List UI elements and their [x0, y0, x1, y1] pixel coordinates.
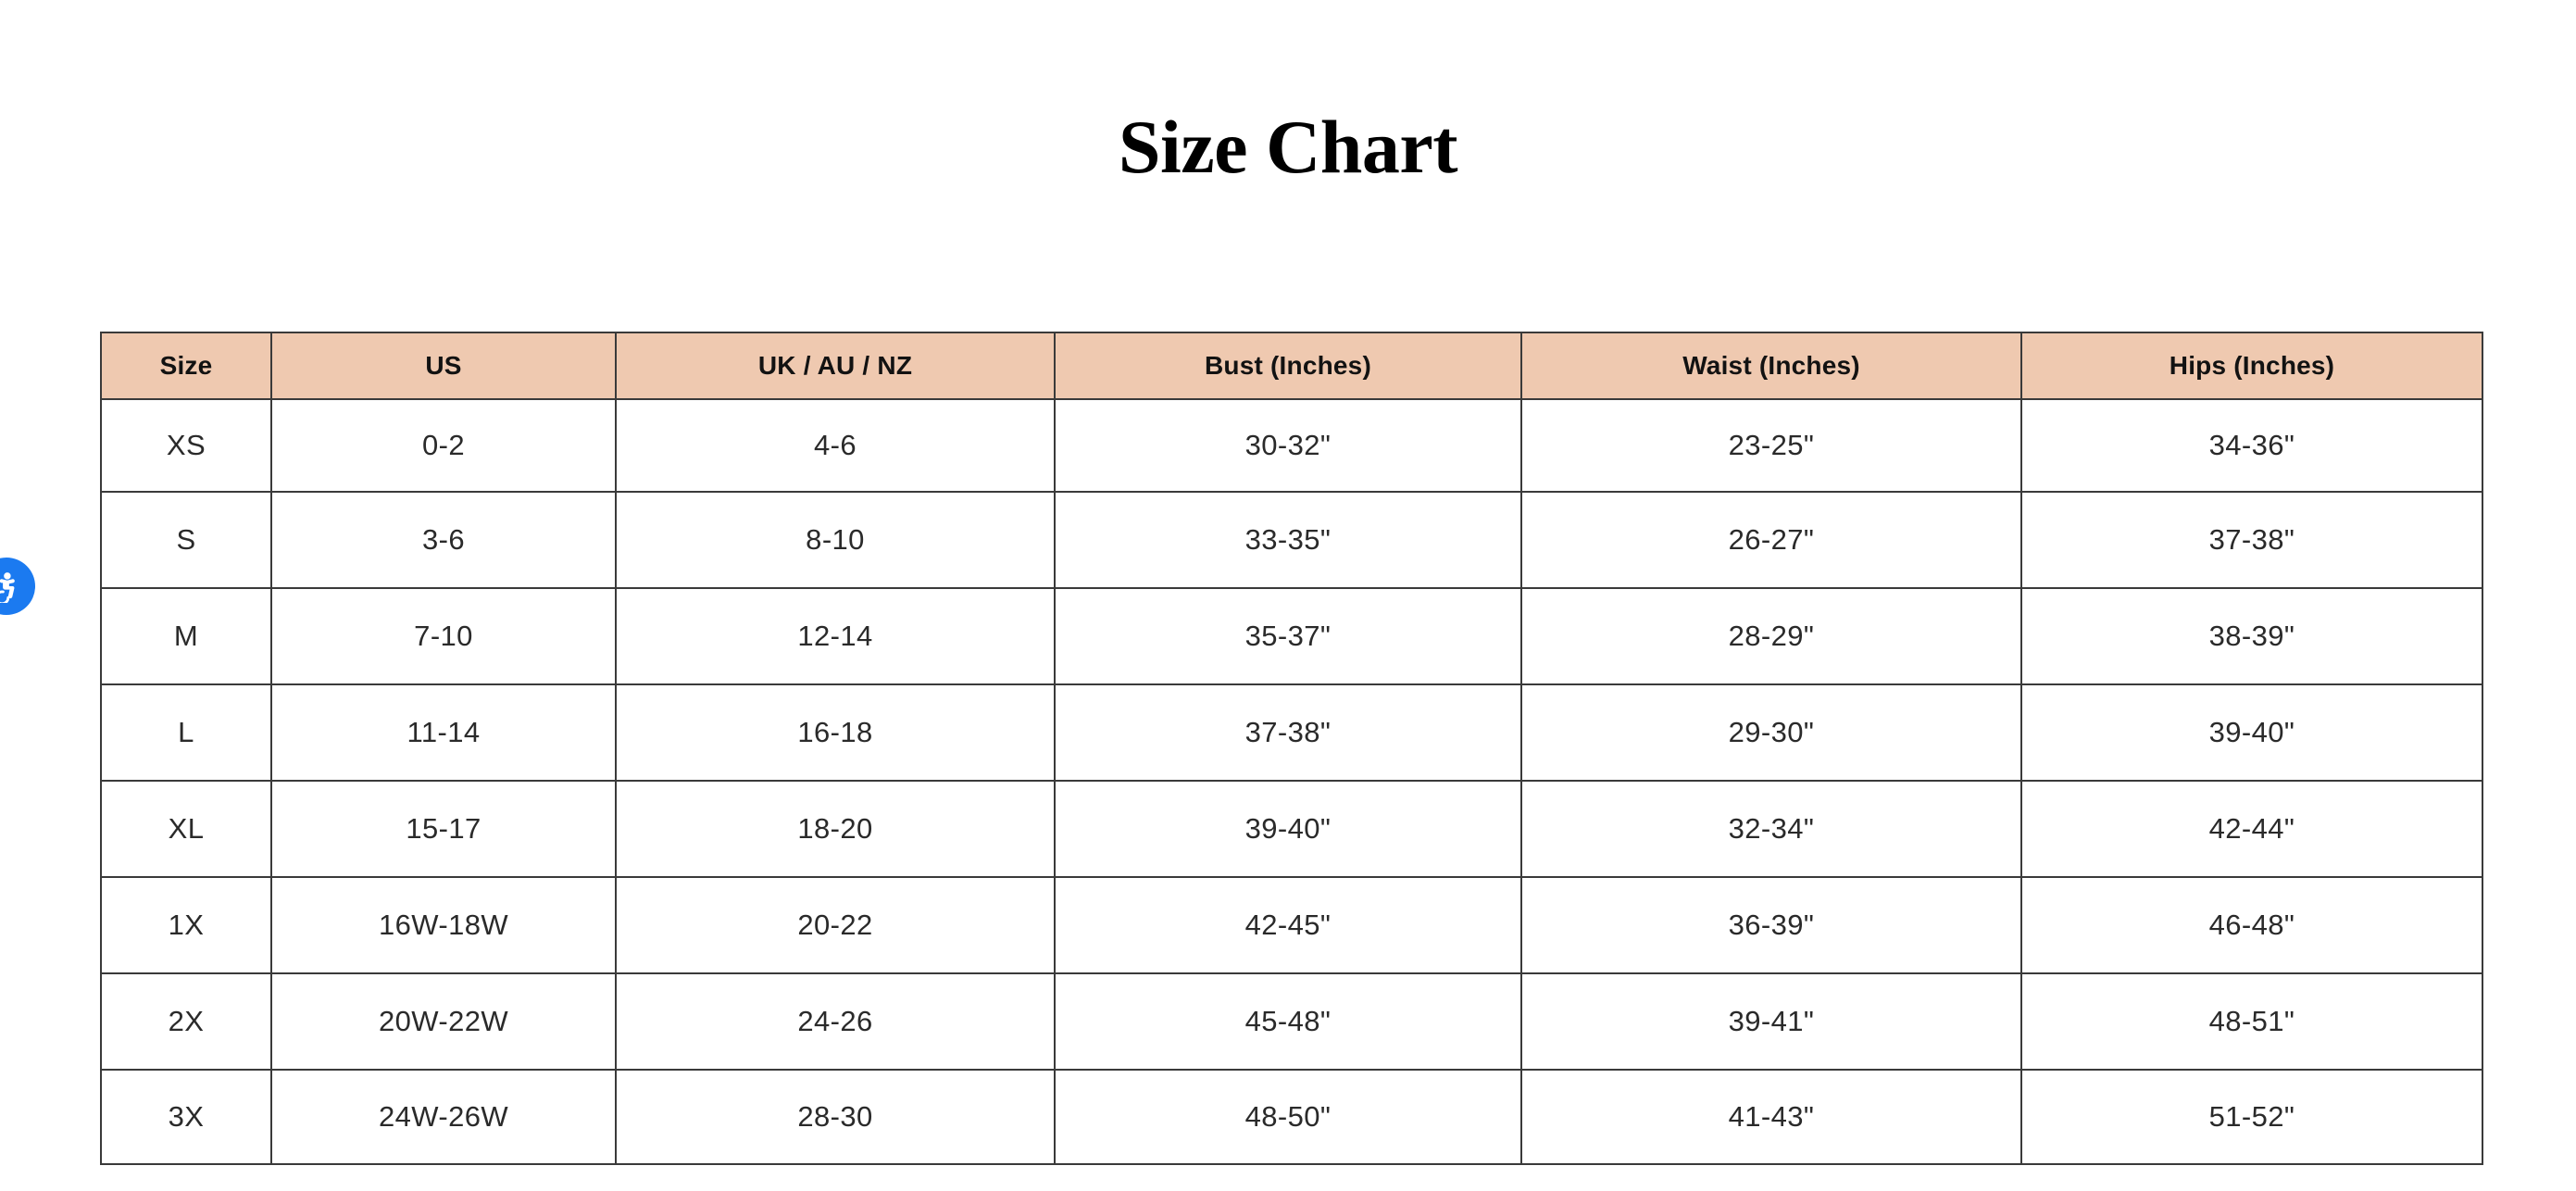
cell-size: XL	[100, 780, 272, 878]
table-row: 2X 20W-22W 24-26 45-48" 39-41" 48-51"	[100, 972, 2483, 1071]
cell-hips: 46-48"	[2020, 876, 2483, 974]
cell-uk: 12-14	[615, 587, 1056, 685]
cell-uk: 28-30	[615, 1069, 1056, 1165]
accessibility-icon	[0, 570, 23, 603]
cell-bust: 37-38"	[1054, 683, 1522, 782]
cell-hips: 38-39"	[2020, 587, 2483, 685]
cell-uk: 18-20	[615, 780, 1056, 878]
column-header-bust: Bust (Inches)	[1054, 332, 1522, 400]
cell-us: 7-10	[270, 587, 617, 685]
table-row: S 3-6 8-10 33-35" 26-27" 37-38"	[100, 491, 2483, 589]
table-header-row: Size US UK / AU / NZ Bust (Inches) Waist…	[100, 332, 2483, 400]
size-chart-container: Size US UK / AU / NZ Bust (Inches) Waist…	[100, 332, 2483, 1165]
cell-bust: 48-50"	[1054, 1069, 1522, 1165]
cell-hips: 48-51"	[2020, 972, 2483, 1071]
cell-uk: 20-22	[615, 876, 1056, 974]
cell-waist: 32-34"	[1520, 780, 2022, 878]
cell-us: 24W-26W	[270, 1069, 617, 1165]
cell-bust: 35-37"	[1054, 587, 1522, 685]
cell-us: 16W-18W	[270, 876, 617, 974]
cell-hips: 34-36"	[2020, 398, 2483, 493]
table-row: L 11-14 16-18 37-38" 29-30" 39-40"	[100, 683, 2483, 782]
cell-size: XS	[100, 398, 272, 493]
column-header-hips: Hips (Inches)	[2020, 332, 2483, 400]
accessibility-widget-button[interactable]	[0, 558, 35, 615]
cell-uk: 8-10	[615, 491, 1056, 589]
table-row: 1X 16W-18W 20-22 42-45" 36-39" 46-48"	[100, 876, 2483, 974]
cell-us: 0-2	[270, 398, 617, 493]
column-header-us: US	[270, 332, 617, 400]
cell-waist: 41-43"	[1520, 1069, 2022, 1165]
table-row: XS 0-2 4-6 30-32" 23-25" 34-36"	[100, 398, 2483, 493]
cell-waist: 36-39"	[1520, 876, 2022, 974]
cell-uk: 24-26	[615, 972, 1056, 1071]
cell-size: S	[100, 491, 272, 589]
table-body: XS 0-2 4-6 30-32" 23-25" 34-36" S 3-6 8-…	[100, 398, 2483, 1165]
column-header-waist: Waist (Inches)	[1520, 332, 2022, 400]
cell-bust: 45-48"	[1054, 972, 1522, 1071]
cell-size: L	[100, 683, 272, 782]
cell-us: 3-6	[270, 491, 617, 589]
table-row: 3X 24W-26W 28-30 48-50" 41-43" 51-52"	[100, 1069, 2483, 1165]
cell-hips: 37-38"	[2020, 491, 2483, 589]
cell-size: 1X	[100, 876, 272, 974]
column-header-size: Size	[100, 332, 272, 400]
table-header: Size US UK / AU / NZ Bust (Inches) Waist…	[100, 332, 2483, 400]
column-header-uk-au-nz: UK / AU / NZ	[615, 332, 1056, 400]
cell-bust: 39-40"	[1054, 780, 1522, 878]
cell-uk: 4-6	[615, 398, 1056, 493]
cell-size: 2X	[100, 972, 272, 1071]
table-row: M 7-10 12-14 35-37" 28-29" 38-39"	[100, 587, 2483, 685]
cell-waist: 23-25"	[1520, 398, 2022, 493]
size-chart-table: Size US UK / AU / NZ Bust (Inches) Waist…	[100, 332, 2483, 1165]
cell-size: 3X	[100, 1069, 272, 1165]
cell-size: M	[100, 587, 272, 685]
cell-uk: 16-18	[615, 683, 1056, 782]
cell-us: 11-14	[270, 683, 617, 782]
cell-hips: 39-40"	[2020, 683, 2483, 782]
cell-hips: 42-44"	[2020, 780, 2483, 878]
cell-waist: 39-41"	[1520, 972, 2022, 1071]
cell-hips: 51-52"	[2020, 1069, 2483, 1165]
cell-waist: 29-30"	[1520, 683, 2022, 782]
cell-bust: 33-35"	[1054, 491, 1522, 589]
cell-us: 20W-22W	[270, 972, 617, 1071]
page-title: Size Chart	[1118, 105, 1458, 189]
cell-waist: 28-29"	[1520, 587, 2022, 685]
cell-waist: 26-27"	[1520, 491, 2022, 589]
cell-us: 15-17	[270, 780, 617, 878]
cell-bust: 42-45"	[1054, 876, 1522, 974]
table-row: XL 15-17 18-20 39-40" 32-34" 42-44"	[100, 780, 2483, 878]
cell-bust: 30-32"	[1054, 398, 1522, 493]
